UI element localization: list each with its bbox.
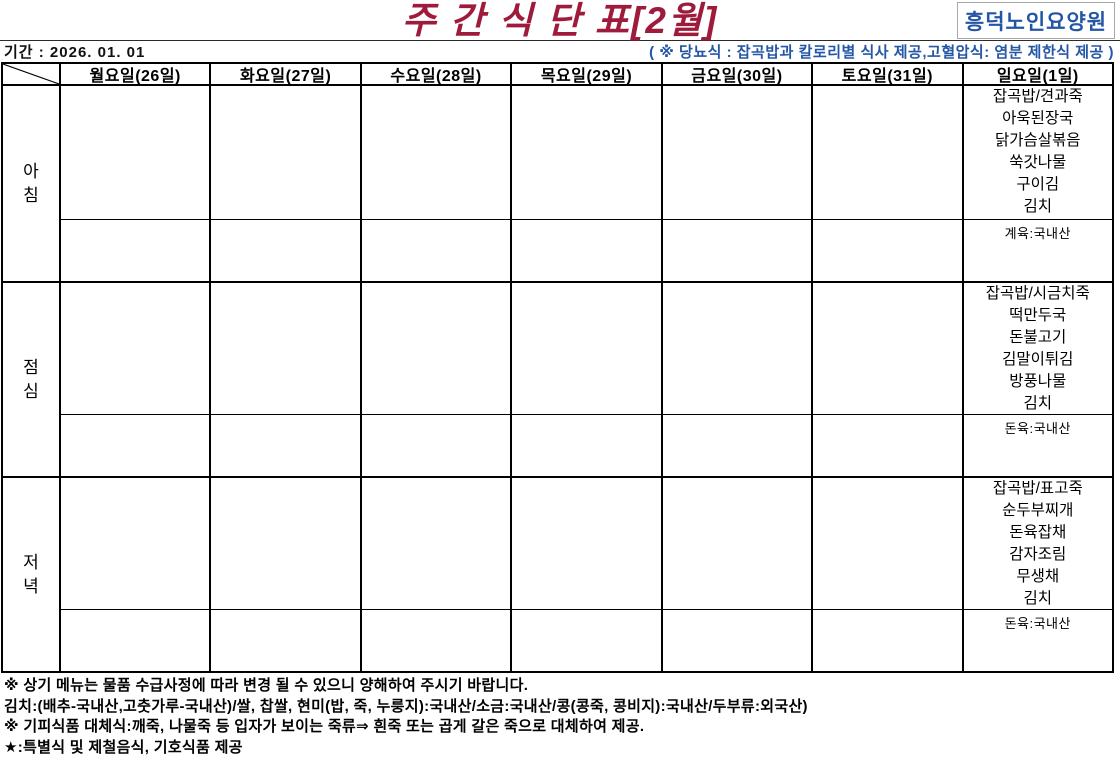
diet-note: ( ※ 당뇨식 : 잡곡밥과 칼로리별 식사 제공,고혈압식: 염분 제한식 제… (649, 44, 1114, 61)
origin-cell-day5 (811, 219, 962, 281)
origin-cell-day4 (660, 414, 812, 476)
menu-cell-day4 (660, 281, 812, 414)
menu-cell-day5 (811, 86, 961, 219)
origin-cell-day4 (660, 609, 812, 671)
facility-name-box: 흥덕노인요양원 (957, 2, 1115, 39)
note-substitute-food: ※ 기피식품 대체식:깨죽, 나물죽 등 입자가 보이는 죽류⇒ 흰죽 또는 곱… (4, 718, 645, 735)
menu-cell-day0 (59, 86, 209, 219)
menu-cell-day4 (660, 86, 811, 219)
note-menu-change: ※ 상기 메뉴는 물품 수급사정에 따라 변경 될 수 있으니 양해하여 주시기… (4, 677, 529, 694)
meal-row-label-text: 점심 (23, 357, 39, 401)
note-special-meal: ★:특별식 및 제철음식, 기호식품 제공 (4, 738, 243, 756)
meal-row-label: 아침 (3, 86, 59, 281)
menu-cell-day3 (510, 476, 661, 609)
origin-cell-day1 (209, 609, 360, 671)
period-row: 기간 : 2026. 01. 01 ( ※ 당뇨식 : 잡곡밥과 칼로리별 식사… (0, 40, 1120, 62)
menu-cell-day3 (510, 281, 661, 414)
origin-cell-day0 (59, 414, 210, 476)
menu-cell-day6: 잡곡밥/견과죽 아욱된장국 닭가슴살볶음 쑥갓나물 구이김 김치 (961, 86, 1112, 219)
footer-notes: ※ 상기 메뉴는 물품 수급사정에 따라 변경 될 수 있으니 양해하여 주시기… (0, 673, 1120, 758)
menu-cell-day0 (59, 281, 210, 414)
origin-cell-day2 (359, 414, 511, 476)
menu-cell-day2 (359, 476, 511, 609)
meal-row-label: 저녁 (3, 476, 59, 671)
origin-cell-day2 (359, 219, 511, 281)
meal-row-label-text: 저녁 (23, 552, 39, 596)
menu-cell-day4 (660, 476, 812, 609)
meal-row-label-text: 아침 (23, 161, 39, 205)
menu-cell-day6: 잡곡밥/시금치죽 떡만두국 돈불고기 김말이튀김 방풍나물 김치 (961, 281, 1112, 414)
origin-cell-day0 (59, 609, 210, 671)
day-header-sun: 일요일(1일) (961, 64, 1112, 86)
menu-cell-day1 (209, 476, 360, 609)
menu-cell-day2 (359, 86, 510, 219)
origin-cell-day1 (209, 219, 360, 281)
period-label: 기간 : 2026. 01. 01 (4, 44, 146, 61)
menu-cell-day3 (510, 86, 660, 219)
origin-cell-day6: 돈육:국내산 (961, 609, 1112, 671)
day-header-tue: 화요일(27일) (209, 64, 360, 86)
origin-cell-day5 (811, 414, 962, 476)
day-header-wed: 수요일(28일) (359, 64, 511, 86)
weekly-meal-table: 월요일(26일) 화요일(27일) 수요일(28일) 목요일(29일) 금요일(… (1, 62, 1114, 673)
menu-cell-day0 (59, 476, 210, 609)
menu-cell-day2 (359, 281, 511, 414)
origin-cell-day4 (660, 219, 812, 281)
day-header-fri: 금요일(30일) (660, 64, 812, 86)
note-origin-info: 김치:(배추-국내산,고춧가루-국내산)/쌀, 찹쌀, 현미(밥, 죽, 누룽지… (4, 697, 808, 715)
origin-cell-day2 (359, 609, 511, 671)
document-header: 주 간 식 단 표[2월] 흥덕노인요양원 (0, 0, 1120, 40)
origin-cell-day5 (811, 609, 962, 671)
menu-cell-day1 (209, 281, 360, 414)
menu-cell-day5 (811, 476, 962, 609)
origin-cell-day1 (209, 414, 360, 476)
menu-cell-day5 (811, 281, 962, 414)
origin-cell-day3 (510, 219, 661, 281)
origin-cell-day3 (510, 414, 661, 476)
day-header-mon: 월요일(26일) (59, 64, 210, 86)
facility-name: 흥덕노인요양원 (964, 10, 1108, 34)
day-header-thu: 목요일(29일) (510, 64, 661, 86)
origin-cell-day6: 계육:국내산 (961, 219, 1112, 281)
origin-cell-day6: 돈육:국내산 (961, 414, 1112, 476)
origin-cell-day0 (59, 219, 210, 281)
page-title: 주 간 식 단 표[2월] (401, 0, 719, 41)
origin-cell-day3 (510, 609, 661, 671)
menu-cell-day1 (209, 86, 359, 219)
diagonal-line (3, 64, 59, 84)
day-header-sat: 토요일(31일) (811, 64, 962, 86)
menu-cell-day6: 잡곡밥/표고죽 순두부찌개 돈육잡채 감자조림 무생채 김치 (961, 476, 1112, 609)
meal-row-label: 점심 (3, 281, 59, 476)
corner-cell (3, 64, 59, 86)
